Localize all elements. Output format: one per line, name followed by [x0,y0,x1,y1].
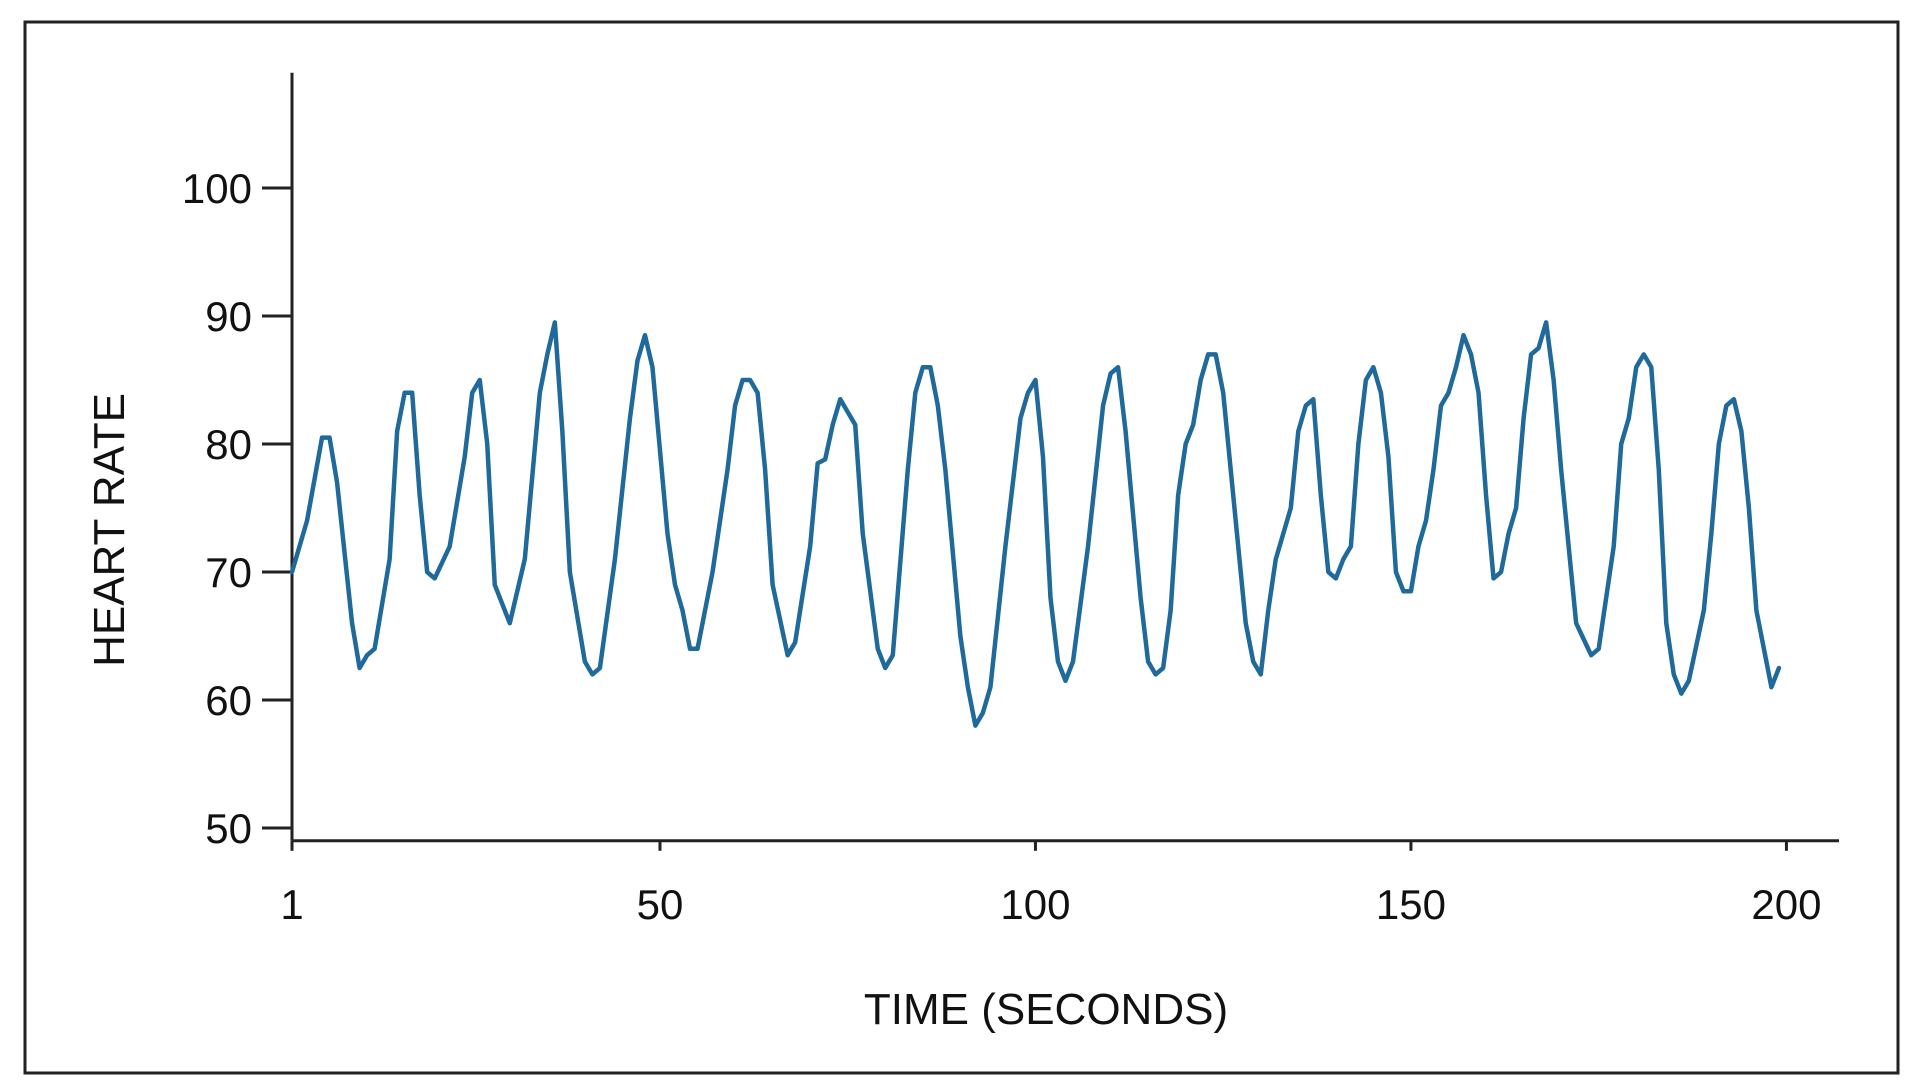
frame [23,20,1900,1075]
y-tick-label: 90 [205,293,252,340]
y-tick-label: 100 [182,165,252,212]
x-tick-label: 50 [637,881,684,928]
y-tick-label: 70 [205,549,252,596]
x-tick-label: 150 [1376,881,1446,928]
x-tick-label: 1 [280,881,303,928]
y-tick-label: 80 [205,421,252,468]
y-axis-title: HEART RATE [85,393,134,667]
x-tick-label: 100 [1000,881,1070,928]
heart-rate-line [289,320,1782,728]
x-axis-title: TIME (SECONDS) [864,985,1228,1034]
y-tick-label: 50 [205,805,252,852]
x-tick-label: 200 [1751,881,1821,928]
y-tick-label: 60 [205,677,252,724]
